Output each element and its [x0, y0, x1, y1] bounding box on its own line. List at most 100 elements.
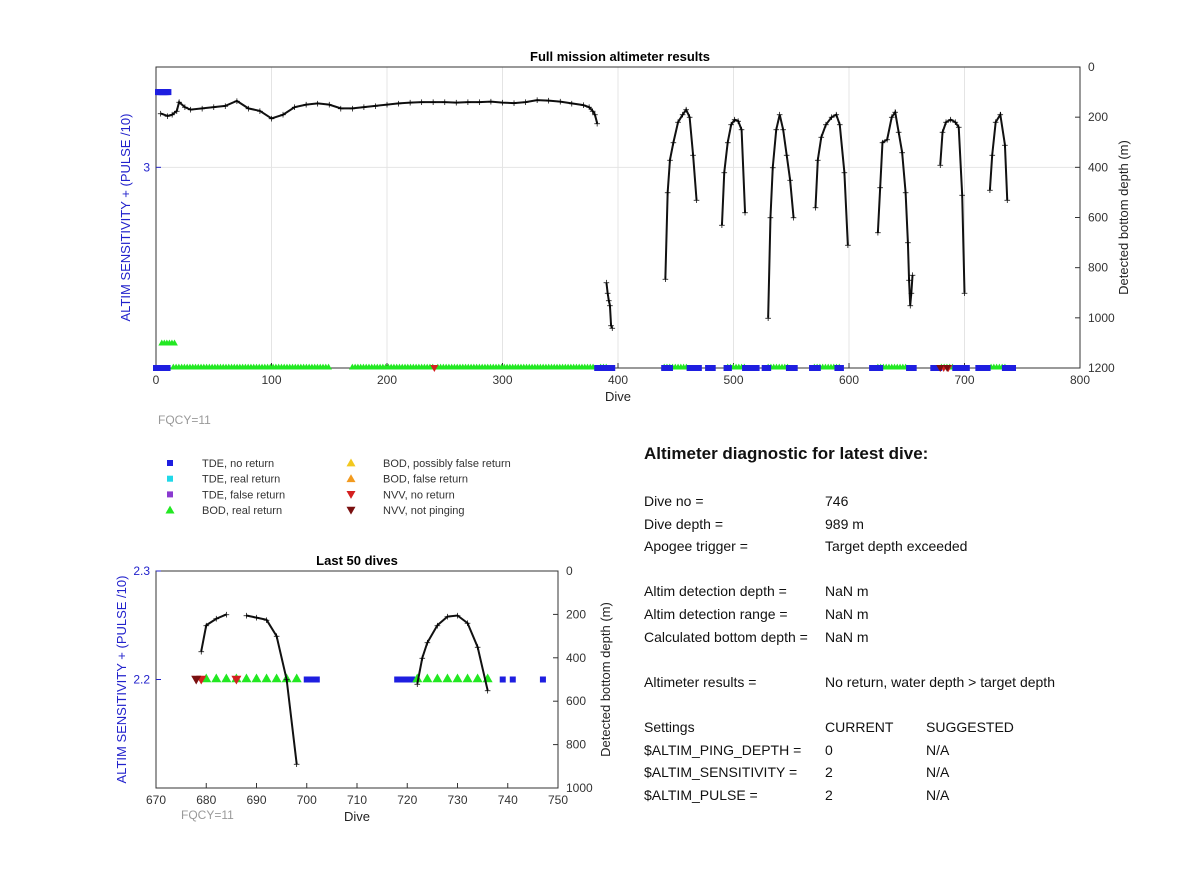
- depth-point: +: [606, 301, 614, 311]
- last-50-title: Last 50 dives: [316, 553, 398, 568]
- tde-no-return-marker: [695, 365, 702, 371]
- depth-point: +: [718, 221, 726, 231]
- depth-point: +: [197, 647, 205, 657]
- depth-point: +: [213, 615, 221, 625]
- dive-depth-value: 989 m: [825, 515, 864, 532]
- ping-depth-suggested: N/A: [926, 741, 950, 758]
- depth-point: +: [879, 138, 887, 148]
- settings-header-row: Settings CURRENT SUGGESTED: [644, 716, 1184, 739]
- depth-point: +: [372, 102, 380, 112]
- depth-point: +: [454, 611, 462, 621]
- depth-point: +: [720, 168, 728, 178]
- y-right-tick-label: 0: [1088, 60, 1095, 74]
- apogee-row: Apogee trigger = Target depth exceeded: [644, 535, 1184, 558]
- tde-no-return-marker: [165, 89, 172, 96]
- legend-label: BOD, real return: [202, 505, 282, 517]
- depth-point: +: [173, 107, 181, 117]
- depth-point: +: [291, 103, 299, 113]
- y-left-tick-label: 3: [143, 160, 150, 174]
- tde-no-return-marker: [609, 365, 616, 371]
- depth-point: +: [767, 214, 775, 224]
- depth-series-line: [246, 614, 298, 765]
- x-tick-label: 700: [297, 793, 317, 807]
- bod-real-return-marker: [261, 673, 272, 683]
- bod-real-return-marker: [452, 673, 463, 683]
- last-50-dives-chart: Last 50 dives FQCY=11 670 680 690 700 710 720…: [114, 553, 613, 824]
- depth-point: +: [679, 111, 687, 121]
- y-right-tick-label: 600: [566, 694, 586, 708]
- depth-point: +: [734, 117, 742, 127]
- depth-point: +: [997, 111, 1005, 121]
- results-row: Altimeter results = No return, water dept…: [644, 671, 1184, 694]
- depth-point: +: [738, 126, 746, 136]
- depth-point: +: [724, 138, 732, 148]
- legend-marker-triangle-up: [346, 474, 356, 483]
- depth-point: +: [175, 98, 183, 108]
- depth-point: +: [164, 112, 172, 122]
- tde-no-return-marker: [877, 365, 884, 371]
- bod-real-return-marker: [442, 673, 453, 683]
- depth-point: +: [545, 97, 553, 107]
- depth-point: +: [833, 111, 841, 121]
- depth-point: +: [418, 98, 426, 108]
- depth-point: +: [222, 102, 230, 112]
- nvv-not-pinging-marker: [936, 365, 945, 372]
- depth-point: +: [902, 188, 910, 198]
- depth-point: +: [955, 123, 963, 133]
- suggested-label: SUGGESTED: [926, 718, 1014, 735]
- x-tick-label: 600: [839, 373, 859, 387]
- x-tick-label: 800: [1070, 373, 1090, 387]
- x-tick-label: 500: [723, 373, 743, 387]
- dive-depth-row: Dive depth = 989 m: [644, 513, 1184, 536]
- legend-marker-triangle-down: [346, 491, 356, 499]
- depth-series-line: [605, 282, 614, 329]
- depth-point: +: [434, 621, 442, 631]
- x-tick-label: 730: [447, 793, 467, 807]
- diagnostic-title: Altimeter diagnostic for latest dive:: [644, 444, 929, 463]
- x-tick-label: 100: [261, 373, 281, 387]
- legend-label: BOD, false return: [383, 474, 468, 486]
- y-right-tick-label: 400: [566, 651, 586, 665]
- bod-real-return-marker: [291, 673, 302, 683]
- depth-point: +: [268, 114, 276, 124]
- x-tick-label: 750: [548, 793, 568, 807]
- depth-point: +: [424, 639, 432, 649]
- depth-point: +: [876, 183, 884, 193]
- depth-point: +: [731, 116, 739, 126]
- x-tick-label: 200: [377, 373, 397, 387]
- tde-no-return-marker: [984, 365, 991, 371]
- depth-point: +: [187, 106, 195, 116]
- depth-point: +: [895, 128, 903, 138]
- depth-point: +: [909, 271, 917, 281]
- results-value: No return, water depth > target depth: [825, 673, 1055, 690]
- calc-bottom-value: NaN m: [825, 628, 869, 645]
- depth-point: +: [936, 161, 944, 171]
- x-tick-label: 690: [246, 793, 266, 807]
- pulse-row: $ALTIM_PULSE = 2 N/A: [644, 784, 1184, 807]
- depth-point: +: [337, 104, 345, 114]
- tde-no-return-marker: [725, 365, 732, 371]
- y-left-axis-label: ALTIM SENSITIVITY + (PULSE /10): [114, 576, 129, 784]
- depth-point: +: [605, 296, 613, 306]
- legend-label: NVV, not pinging: [383, 505, 465, 517]
- tde-no-return-marker: [409, 676, 416, 683]
- dive-depth-label: Dive depth =: [644, 515, 723, 532]
- bod-real-return-marker: [462, 673, 473, 683]
- tde-no-return-marker: [499, 676, 506, 683]
- ping-depth-row: $ALTIM_PING_DEPTH = 0 N/A: [644, 739, 1184, 762]
- depth-point: +: [822, 121, 830, 131]
- bod-real-return-marker: [271, 673, 282, 683]
- x-tick-label: 710: [347, 793, 367, 807]
- depth-point: +: [419, 654, 427, 664]
- y-right-axis-label: Detected bottom depth (m): [1116, 140, 1131, 295]
- tde-no-return-marker: [1010, 365, 1017, 371]
- y-right-tick-label: 600: [1088, 211, 1108, 225]
- det-range-value: NaN m: [825, 605, 869, 622]
- tde-no-return-marker: [666, 365, 673, 371]
- y-left-tick-label: 2.2: [133, 673, 150, 687]
- y-right-tick-label: 800: [566, 738, 586, 752]
- depth-point: +: [464, 619, 472, 629]
- depth-point: +: [844, 241, 852, 251]
- legend-marker-triangle-down: [346, 506, 356, 515]
- legend-label: NVV, no return: [383, 489, 455, 501]
